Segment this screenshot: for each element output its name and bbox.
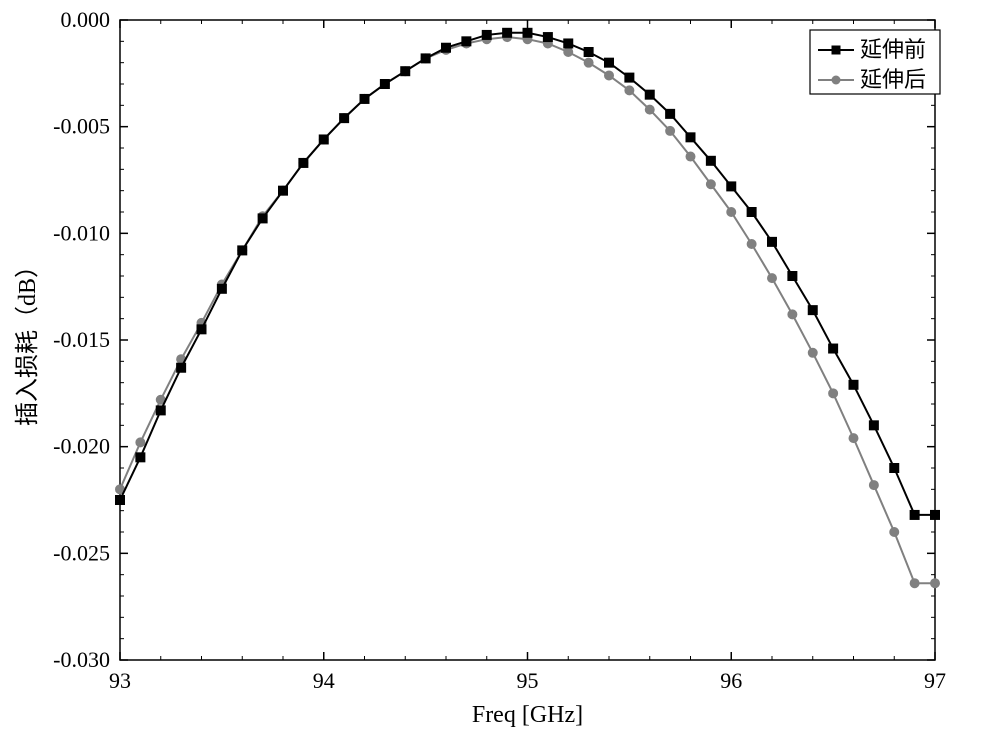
series-marker-before <box>727 182 736 191</box>
series-marker-after <box>136 438 145 447</box>
series-marker-before <box>686 133 695 142</box>
series-marker-before <box>116 496 125 505</box>
series-marker-before <box>564 39 573 48</box>
series-marker-before <box>217 284 226 293</box>
x-tick-label: 96 <box>720 668 742 693</box>
series-marker-before <box>706 156 715 165</box>
series-marker-before <box>462 37 471 46</box>
series-marker-after <box>625 86 634 95</box>
series-marker-before <box>523 28 532 37</box>
y-tick-label: -0.005 <box>53 114 110 139</box>
legend-label-before: 延伸前 <box>860 37 926 62</box>
series-marker-before <box>136 453 145 462</box>
x-axis-label: Freq [GHz] <box>472 702 583 728</box>
series-line-before <box>120 33 935 515</box>
series-marker-before <box>747 208 756 217</box>
series-marker-before <box>605 58 614 67</box>
series-marker-after <box>768 274 777 283</box>
chart-svg: 93 94 95 96 97 -0.030 -0.025 -0.020 -0.015 -0.010… <box>0 0 1000 753</box>
y-tick-label: -0.020 <box>53 434 110 459</box>
legend-marker-after <box>832 76 841 85</box>
series-marker-after <box>747 240 756 249</box>
series-marker-before <box>666 109 675 118</box>
series-marker-before <box>910 510 919 519</box>
series-marker-before <box>931 510 940 519</box>
x-tick-label: 93 <box>109 668 131 693</box>
series-marker-after <box>849 434 858 443</box>
series-marker-before <box>849 380 858 389</box>
series-marker-before <box>177 363 186 372</box>
series-marker-before <box>645 90 654 99</box>
series-marker-before <box>380 80 389 89</box>
series-marker-before <box>482 30 491 39</box>
legend-label-after: 延伸后 <box>860 67 926 92</box>
x-tick-label: 97 <box>924 668 946 693</box>
series-marker-before <box>890 464 899 473</box>
series-marker-after <box>564 48 573 57</box>
series-marker-before <box>299 158 308 167</box>
series-marker-after <box>727 208 736 217</box>
series-marker-after <box>931 579 940 588</box>
series-marker-after <box>645 105 654 114</box>
series-marker-before <box>421 54 430 63</box>
series-marker-before <box>258 214 267 223</box>
series-marker-before <box>625 73 634 82</box>
series-marker-after <box>666 126 675 135</box>
legend-marker-before <box>832 46 841 55</box>
series-marker-before <box>442 43 451 52</box>
series-marker-before <box>156 406 165 415</box>
y-axis-label: 插入损耗（dB） <box>14 254 41 426</box>
x-tick-label: 94 <box>313 668 335 693</box>
series-marker-after <box>788 310 797 319</box>
series-marker-before <box>543 33 552 42</box>
series-marker-before <box>829 344 838 353</box>
series-marker-after <box>808 348 817 357</box>
y-tick-label: -0.015 <box>53 327 110 352</box>
series-marker-before <box>503 28 512 37</box>
x-tick-label: 95 <box>517 668 539 693</box>
series-marker-before <box>319 135 328 144</box>
series-marker-after <box>584 58 593 67</box>
series-marker-before <box>584 48 593 57</box>
series-marker-after <box>829 389 838 398</box>
series-marker-before <box>340 114 349 123</box>
series-marker-after <box>890 528 899 537</box>
chart-container: 93 94 95 96 97 -0.030 -0.025 -0.020 -0.015 -0.010… <box>0 0 1000 753</box>
series-marker-after <box>686 152 695 161</box>
series-marker-before <box>279 186 288 195</box>
series-marker-before <box>768 237 777 246</box>
y-tick-label: -0.010 <box>53 220 110 245</box>
series-marker-before <box>360 94 369 103</box>
y-tick-label: -0.025 <box>53 540 110 565</box>
series-marker-before <box>401 67 410 76</box>
y-tick-label: 0.000 <box>61 7 111 32</box>
series-marker-after <box>706 180 715 189</box>
series-marker-after <box>869 481 878 490</box>
series-marker-after <box>910 579 919 588</box>
series-marker-before <box>869 421 878 430</box>
plot-border <box>120 20 935 660</box>
series-marker-after <box>605 71 614 80</box>
series-marker-before <box>788 272 797 281</box>
series-marker-before <box>197 325 206 334</box>
series-marker-before <box>808 306 817 315</box>
series-marker-before <box>238 246 247 255</box>
y-tick-label: -0.030 <box>53 647 110 672</box>
